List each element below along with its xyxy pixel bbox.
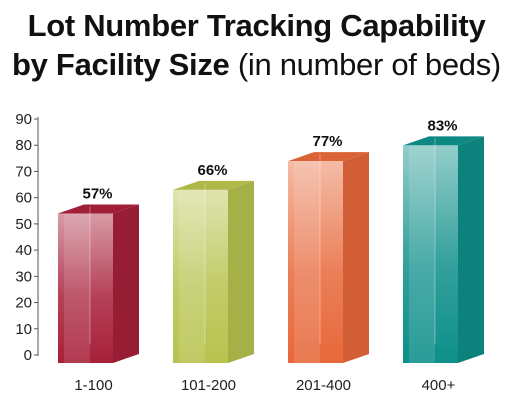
bar-highlight (409, 145, 435, 363)
chart-title: Lot Number Tracking Capability by Facili… (0, 6, 513, 84)
bar-top-face (58, 204, 139, 214)
bar-top-face (173, 180, 254, 190)
title-line-2-rest: (in number of beds) (237, 47, 501, 82)
labels: 57% 1-100 66% 101-200 77% 201-400 83% 400+ (74, 117, 457, 394)
y-tick-label: 40 (15, 242, 32, 259)
y-tick-label: 60 (15, 190, 32, 207)
y-tick-label: 10 (15, 321, 32, 338)
bar-top-face (403, 136, 484, 146)
bar-front-face (403, 145, 458, 363)
bar-highlight (294, 161, 320, 363)
bar-101-200 (173, 180, 254, 363)
x-category-label: 400+ (422, 377, 456, 394)
bar-front-face (288, 161, 343, 363)
data-label: 66% (197, 162, 227, 179)
bar-1-100 (58, 204, 139, 363)
y-axis: 0 10 20 30 40 50 60 70 80 90 (15, 111, 39, 364)
x-category-label: 201-400 (296, 377, 351, 394)
y-tick-label: 70 (15, 163, 32, 180)
bar-top-face (288, 152, 369, 162)
bar-highlight (64, 213, 90, 363)
y-tick-label: 20 (15, 295, 32, 312)
bars (58, 136, 484, 363)
bar-400+ (403, 136, 484, 363)
bar-front-face (58, 213, 113, 363)
title-line-2: by Facility Size (in number of beds) (0, 45, 513, 84)
y-tick-label: 80 (15, 137, 32, 154)
y-tick-label: 90 (15, 111, 32, 128)
x-category-label: 101-200 (181, 377, 236, 394)
bar-side-face (458, 136, 484, 363)
x-category-label: 1-100 (74, 377, 112, 394)
bar-side-face (228, 180, 254, 363)
bar-side-face (113, 204, 139, 363)
title-line-1: Lot Number Tracking Capability (27, 8, 486, 43)
data-label: 83% (427, 117, 457, 134)
bar-highlight (179, 189, 205, 363)
data-label: 57% (82, 186, 112, 203)
data-label: 77% (312, 133, 342, 150)
bar-front-face (173, 189, 228, 363)
y-tick-label: 0 (24, 347, 32, 364)
title-line-2-bold: by Facility Size (12, 47, 230, 82)
bar-side-face (343, 152, 369, 363)
bar-201-400 (288, 152, 369, 363)
y-tick-label: 50 (15, 216, 32, 233)
y-tick-label: 30 (15, 268, 32, 285)
